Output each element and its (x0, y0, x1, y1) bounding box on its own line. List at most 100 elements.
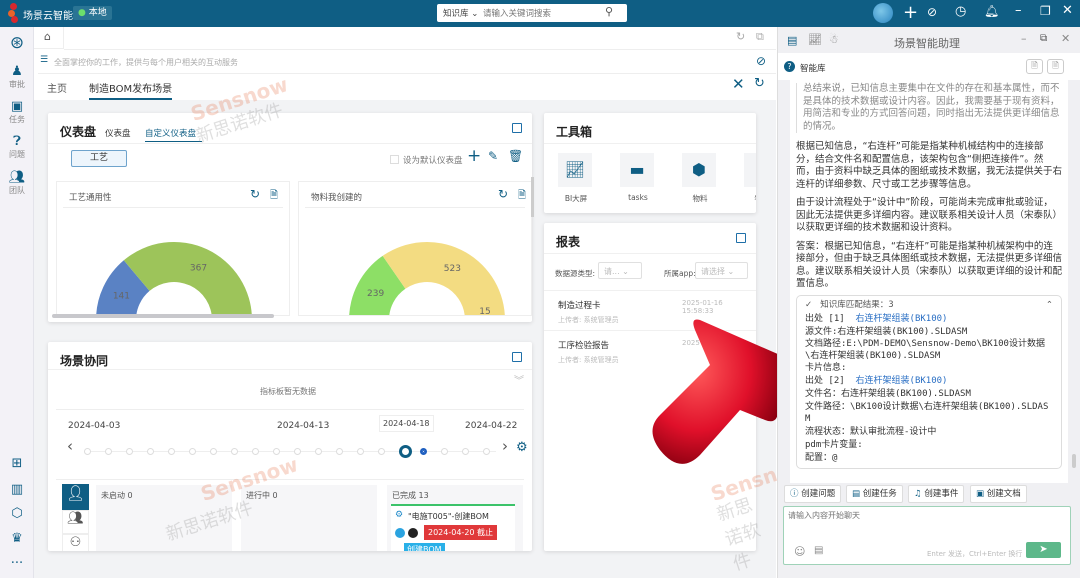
timeline-dot[interactable] (126, 448, 133, 455)
user-avatar[interactable] (873, 3, 893, 23)
tool-item[interactable]: ▬ tasks (620, 153, 656, 202)
create-document-button[interactable]: ▣ 创建文档 (970, 485, 1027, 503)
minimize-icon[interactable]: – (1015, 3, 1022, 18)
bar-chart-icon[interactable]: ▥ (10, 482, 24, 497)
app-select[interactable]: 请选择 ⌄ (695, 262, 748, 279)
close-panel-icon[interactable]: ✕ (1061, 32, 1071, 45)
restore-icon[interactable]: ❐ (1040, 4, 1051, 18)
sidebar-logo-icon[interactable]: ⊛ (9, 33, 25, 53)
refresh-icon[interactable]: ↻ (498, 187, 509, 201)
dashboard-tab-custom[interactable]: 自定义仪表盘 (145, 127, 203, 142)
expand-icon[interactable] (512, 123, 522, 133)
refresh-page-icon[interactable]: ↻ (736, 30, 746, 43)
close-tab-icon[interactable]: ✕ (732, 75, 745, 93)
expand-icon[interactable] (512, 352, 522, 362)
reload-tab-icon[interactable]: ↻ (754, 76, 765, 91)
search-icon[interactable]: ⚲ (604, 5, 613, 18)
settings-doc-button[interactable]: 🗎︎ (1047, 59, 1064, 74)
settings-icon[interactable]: ⚙ (516, 440, 528, 455)
timeline-dot[interactable] (336, 448, 343, 455)
timeline-prev-icon[interactable]: ‹ (67, 437, 73, 455)
export-icon[interactable]: 🗎︎ (518, 190, 527, 201)
export-icon[interactable]: 🗎︎ (270, 190, 279, 201)
timeline-dot[interactable] (231, 448, 238, 455)
more-icon[interactable]: ··· (10, 556, 24, 571)
add-icon[interactable]: + (467, 146, 482, 166)
search-input[interactable] (483, 5, 603, 21)
tool-item[interactable]: ▯ 物料 (744, 153, 756, 204)
source-link[interactable]: 右连杆架组装(BK100) (855, 375, 948, 386)
task-card[interactable]: ⚙ "电施T005"-创建BOM 2024-04-20 截止 创建BOM (391, 504, 515, 551)
compass-icon[interactable]: ⊘ (756, 54, 767, 68)
location-badge[interactable]: ● 本地 (73, 6, 112, 20)
robot-tab-icon[interactable]: ☃ (829, 33, 839, 46)
report-item[interactable]: 工序检验报告 2025 上传者: 系统管理员 (544, 330, 756, 370)
timeline-dot[interactable] (105, 448, 112, 455)
view-team-button[interactable]: 👥︎ (62, 510, 89, 534)
tool-item[interactable]: 📈︎ BI大屏 (558, 153, 594, 204)
minimize-panel-icon[interactable]: – (1021, 32, 1027, 45)
chat-scrollbar[interactable] (1072, 454, 1076, 468)
add-icon[interactable]: + (903, 2, 919, 23)
vertical-scrollbar[interactable] (531, 177, 534, 217)
bell-icon[interactable]: 🔔︎ (984, 4, 1000, 18)
crown-icon[interactable]: ♛ (11, 531, 23, 546)
close-window-icon[interactable]: ✕ (1062, 3, 1073, 18)
timeline-next-icon[interactable]: › (502, 437, 508, 455)
popout-icon[interactable]: ⧉ (1040, 33, 1048, 44)
donut-slice[interactable] (96, 260, 150, 316)
donut-slice[interactable] (349, 255, 406, 316)
edit-icon[interactable]: ✎ (488, 149, 499, 163)
home-icon[interactable]: ⌂ (44, 30, 51, 43)
clock-icon[interactable]: ◷ (955, 4, 967, 19)
template-icon[interactable]: ▤ (814, 545, 824, 556)
collapse-icon[interactable]: ︾ (514, 376, 524, 387)
dashboard-tab-default[interactable]: 仪表盘 (105, 129, 131, 139)
link-icon[interactable]: ⊘ (927, 5, 938, 19)
tab-bom-scene[interactable]: 制造BOM发布场景 (89, 80, 173, 100)
timeline-dot[interactable] (294, 448, 301, 455)
timeline-dot[interactable] (378, 448, 385, 455)
timeline-dot[interactable] (441, 448, 448, 455)
emoji-icon[interactable]: ☺ (794, 545, 806, 558)
timeline-dot[interactable] (462, 448, 469, 455)
sidebar-item-approval[interactable]: ♟ 审批 (0, 65, 34, 90)
collapse-chevron-icon[interactable]: ⌃ (1045, 299, 1053, 310)
timeline-dot[interactable] (84, 448, 91, 455)
history-button[interactable]: 🗎︎ (1026, 59, 1043, 74)
donut-slice[interactable] (382, 242, 505, 316)
sidebar-item-team[interactable]: 👥︎ 团队 (0, 171, 34, 196)
timeline-dot[interactable] (189, 448, 196, 455)
timeline-dot[interactable] (399, 445, 412, 458)
timeline-dot[interactable] (210, 448, 217, 455)
donut-slice[interactable] (123, 242, 252, 316)
tab-home[interactable]: 主页 (47, 84, 67, 95)
donut-slice[interactable] (465, 315, 505, 316)
create-task-button[interactable]: ▤ 创建任务 (846, 485, 903, 503)
create-issue-button[interactable]: ⓘ 创建问题 (784, 485, 842, 503)
send-button[interactable]: ➤ (1026, 542, 1061, 558)
create-event-button[interactable]: ♫ 创建事件 (908, 485, 965, 503)
apps-grid-icon[interactable]: ⊞ (11, 456, 23, 471)
sidebar-item-issues[interactable]: ❓︎ 问题 (0, 135, 34, 160)
timeline-dot[interactable] (420, 448, 427, 455)
timeline-dot[interactable] (147, 448, 154, 455)
tool-item[interactable]: ⬢ 物料 (682, 153, 718, 204)
timeline-dot[interactable] (273, 448, 280, 455)
source-link[interactable]: 右连杆架组装(BK100) (855, 313, 948, 324)
open-external-icon[interactable]: ⧉ (756, 30, 764, 43)
refresh-icon[interactable]: ↻ (250, 187, 261, 201)
expand-icon[interactable] (736, 233, 746, 243)
default-dashboard-checkbox[interactable] (390, 155, 399, 164)
doc-tab-icon[interactable]: ▤ (787, 34, 798, 47)
timeline-dot[interactable] (315, 448, 322, 455)
cube-icon[interactable]: ⬡ (11, 506, 23, 521)
timeline-dot[interactable] (357, 448, 364, 455)
view-assigned-button[interactable]: ⚇ (62, 534, 89, 551)
chat-input[interactable] (788, 510, 1066, 538)
chart-tab-icon[interactable]: 📈︎ (808, 33, 822, 46)
horizontal-scrollbar[interactable] (52, 314, 274, 318)
delete-icon[interactable]: 🗑︎ (508, 149, 524, 163)
timeline-dot[interactable] (252, 448, 259, 455)
timeline-dot[interactable] (168, 448, 175, 455)
